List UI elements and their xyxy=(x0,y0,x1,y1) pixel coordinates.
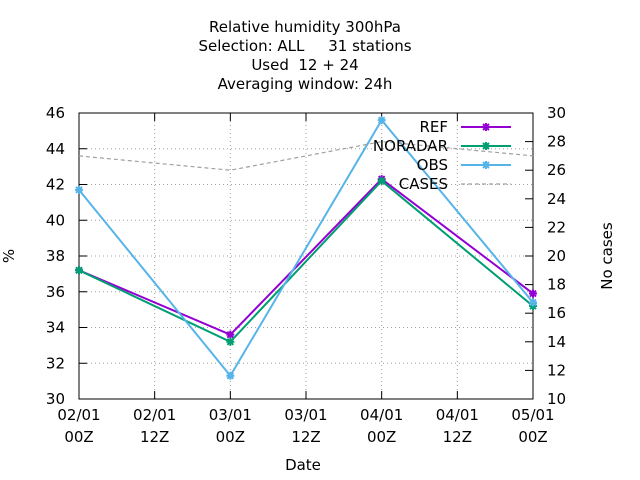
series-point-noradar xyxy=(226,337,235,346)
x-tick-label-hour: 12Z xyxy=(140,428,169,446)
x-tick-label-hour: 12Z xyxy=(443,428,472,446)
y-tick-label: 36 xyxy=(46,283,65,301)
x-tick-label-hour: 12Z xyxy=(291,428,320,446)
legend-label-noradar: NORADAR xyxy=(373,137,448,155)
x-tick-label-hour: 00Z xyxy=(367,428,396,446)
x-tick-label-hour: 00Z xyxy=(64,428,93,446)
x-axis-label: Date xyxy=(285,456,321,474)
y-tick-label: 38 xyxy=(46,247,65,265)
x-tick-label-date: 03/01 xyxy=(209,406,252,424)
title-line-2: Selection: ALL 31 stations xyxy=(198,37,411,55)
legend-label-obs: OBS xyxy=(417,156,448,174)
y2-tick-label: 28 xyxy=(547,133,566,151)
legend-label-ref: REF xyxy=(419,118,448,136)
y-tick-label: 30 xyxy=(46,390,65,408)
series-point-obs xyxy=(226,371,235,380)
series-point-obs xyxy=(75,185,83,194)
series-line-noradar xyxy=(78,179,534,344)
x-tick-label-date: 02/01 xyxy=(57,406,100,424)
series-point-ref xyxy=(226,330,235,339)
y2-tick-label: 10 xyxy=(547,390,566,408)
y-tick-label: 46 xyxy=(46,104,65,122)
series-point-ref xyxy=(529,289,537,298)
series-point-obs xyxy=(529,298,537,307)
title-line-1: Relative humidity 300hPa xyxy=(209,18,401,36)
legend-label-cases: CASES xyxy=(399,175,448,193)
series-line-obs xyxy=(78,118,534,378)
y2-tick-label: 20 xyxy=(547,247,566,265)
axes: 30 32 34 36 38 40 42 44 46 10 12 14 16 18 20 22 24 26 28 30… xyxy=(46,104,566,446)
series-point-noradar xyxy=(75,266,83,275)
chart-title: Relative humidity 300hPa Selection: ALL … xyxy=(198,18,411,93)
y-tick-label: 42 xyxy=(46,176,65,194)
x-tick-label-date: 04/01 xyxy=(436,406,479,424)
y2-tick-label: 12 xyxy=(547,361,566,379)
series-layer xyxy=(75,116,537,380)
series-point-obs xyxy=(377,116,386,125)
y2-axis-label: No cases xyxy=(598,222,616,290)
y-axis-label: % xyxy=(0,249,18,263)
y2-tick-label: 16 xyxy=(547,304,566,322)
x-tick-label-hour: 00Z xyxy=(216,428,245,446)
x-tick-label-date: 05/01 xyxy=(511,406,554,424)
y-tick-label: 34 xyxy=(46,319,65,337)
series-point-noradar xyxy=(377,176,386,185)
x-tick-label-date: 02/01 xyxy=(133,406,176,424)
y-tick-label: 44 xyxy=(46,140,65,158)
y2-tick-label: 22 xyxy=(547,218,566,236)
y2-tick-label: 14 xyxy=(547,333,566,351)
title-line-4: Averaging window: 24h xyxy=(218,75,393,93)
y-tick-label: 32 xyxy=(46,354,65,372)
y2-tick-label: 26 xyxy=(547,161,566,179)
x-tick-label-hour: 00Z xyxy=(518,428,547,446)
x-tick-label-date: 04/01 xyxy=(360,406,403,424)
y-tick-label: 40 xyxy=(46,211,65,229)
legend-marker-ref xyxy=(482,123,490,131)
title-line-3: Used 12 + 24 xyxy=(251,56,358,74)
series-line-ref xyxy=(78,177,534,336)
y2-tick-label: 30 xyxy=(547,104,566,122)
legend-marker-obs xyxy=(482,161,490,169)
y2-tick-label: 24 xyxy=(547,190,566,208)
x-tick-label-date: 03/01 xyxy=(284,406,327,424)
y2-tick-label: 18 xyxy=(547,276,566,294)
legend-marker-noradar xyxy=(482,142,490,150)
